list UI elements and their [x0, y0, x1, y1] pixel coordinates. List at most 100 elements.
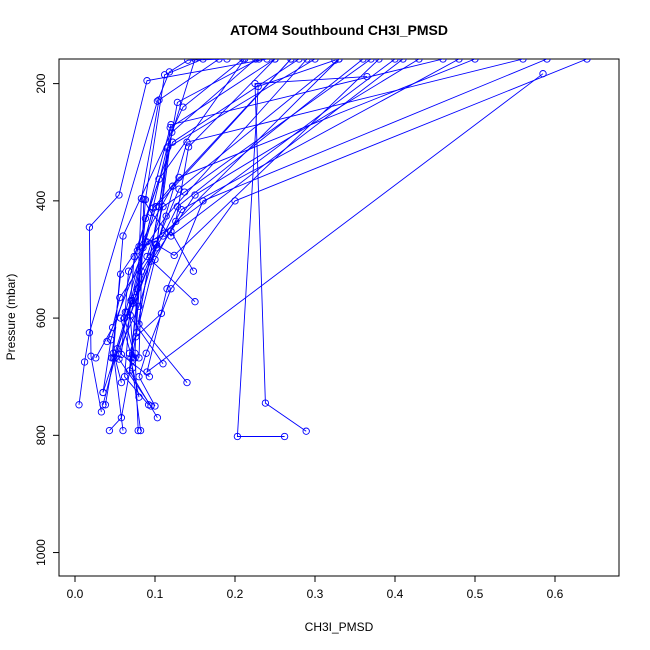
- x-tick-label: 0.4: [387, 587, 404, 601]
- data-point: [191, 298, 199, 306]
- data-point: [115, 355, 123, 363]
- profile-line: [102, 59, 340, 393]
- profile-line: [128, 59, 260, 398]
- data-point: [311, 59, 319, 63]
- data-point: [254, 82, 262, 91]
- data-point: [136, 426, 145, 435]
- profile-line: [118, 59, 340, 407]
- data-point: [199, 197, 207, 205]
- profile-line: [114, 59, 292, 383]
- data-point: [116, 293, 124, 302]
- x-tick-label: 0.2: [227, 587, 244, 601]
- data-point: [119, 426, 127, 435]
- data-point: [151, 402, 159, 410]
- data-point: [166, 123, 174, 132]
- data-point: [108, 354, 116, 362]
- data-point: [153, 414, 162, 422]
- data-point: [147, 208, 155, 217]
- data-point: [126, 311, 134, 319]
- data-point: [87, 352, 95, 360]
- data-series: [75, 59, 591, 441]
- data-point: [157, 309, 166, 318]
- x-tick-label: 0.5: [467, 587, 484, 601]
- data-point: [367, 59, 375, 63]
- data-point: [149, 204, 158, 212]
- data-point: [261, 399, 270, 407]
- data-point: [168, 182, 177, 190]
- data-point: [189, 267, 198, 275]
- data-point: [115, 191, 123, 199]
- data-point: [103, 337, 111, 346]
- data-point: [359, 59, 367, 63]
- data-point: [142, 349, 150, 357]
- data-point: [120, 373, 129, 381]
- data-point: [116, 270, 125, 278]
- profile-line: [104, 59, 316, 405]
- data-point: [287, 59, 295, 63]
- data-point: [175, 185, 183, 193]
- data-point: [85, 223, 94, 231]
- data-point: [391, 59, 399, 63]
- x-axis: 0.0 0.1 0.2 0.3 0.4 0.5 0.6: [67, 575, 564, 601]
- data-point: [231, 197, 239, 205]
- data-point: [162, 212, 170, 220]
- data-point: [240, 59, 249, 63]
- data-point: [175, 173, 183, 182]
- data-point: [223, 59, 231, 63]
- data-point: [135, 393, 143, 401]
- data-point: [97, 408, 106, 416]
- data-point: [143, 238, 151, 246]
- data-point: [167, 232, 175, 240]
- profile-line: [126, 59, 420, 365]
- data-point: [152, 241, 161, 249]
- data-point: [135, 302, 143, 311]
- y-tick-label: 200: [34, 73, 48, 93]
- profile-line: [138, 59, 588, 407]
- data-point: [471, 59, 479, 63]
- data-point: [167, 285, 175, 293]
- data-point: [133, 247, 142, 255]
- data-point: [583, 59, 591, 63]
- data-point: [75, 401, 83, 409]
- data-point: [170, 251, 178, 260]
- data-point: [145, 373, 154, 381]
- y-tick-label: 400: [34, 191, 48, 211]
- profile-line: [111, 59, 292, 358]
- data-point: [183, 138, 191, 146]
- profile-line: [112, 59, 244, 431]
- data-point: [543, 59, 551, 63]
- data-point: [233, 432, 242, 441]
- data-point: [141, 196, 150, 204]
- data-point: [160, 229, 169, 237]
- x-tick-label: 0.0: [67, 587, 84, 601]
- plot-frame: [58, 58, 620, 577]
- data-point: [183, 378, 191, 387]
- profile-line: [138, 59, 460, 383]
- data-point: [160, 71, 169, 79]
- data-point: [85, 329, 94, 337]
- data-point: [399, 59, 407, 63]
- data-point: [119, 232, 127, 240]
- data-point: [415, 59, 423, 63]
- data-point: [113, 344, 122, 353]
- data-point: [135, 373, 143, 381]
- data-point: [147, 402, 155, 410]
- y-axis: 200 400 600 800 1000: [34, 73, 60, 566]
- data-point: [129, 354, 138, 362]
- profile-line: [135, 59, 204, 338]
- data-point: [184, 143, 193, 151]
- data-point: [215, 59, 223, 63]
- data-point: [255, 59, 263, 63]
- data-point: [519, 59, 527, 63]
- data-point: [163, 144, 171, 152]
- data-point: [80, 358, 89, 366]
- data-point: [303, 59, 311, 63]
- data-point: [302, 427, 310, 435]
- data-point: [439, 59, 447, 63]
- chart-title: ATOM4 Southbound CH3I_PMSD: [230, 22, 448, 38]
- profile-line: [95, 59, 380, 359]
- data-point: [252, 59, 260, 63]
- profile-line: [102, 59, 524, 405]
- data-point: [135, 354, 143, 362]
- profile-line: [146, 59, 548, 374]
